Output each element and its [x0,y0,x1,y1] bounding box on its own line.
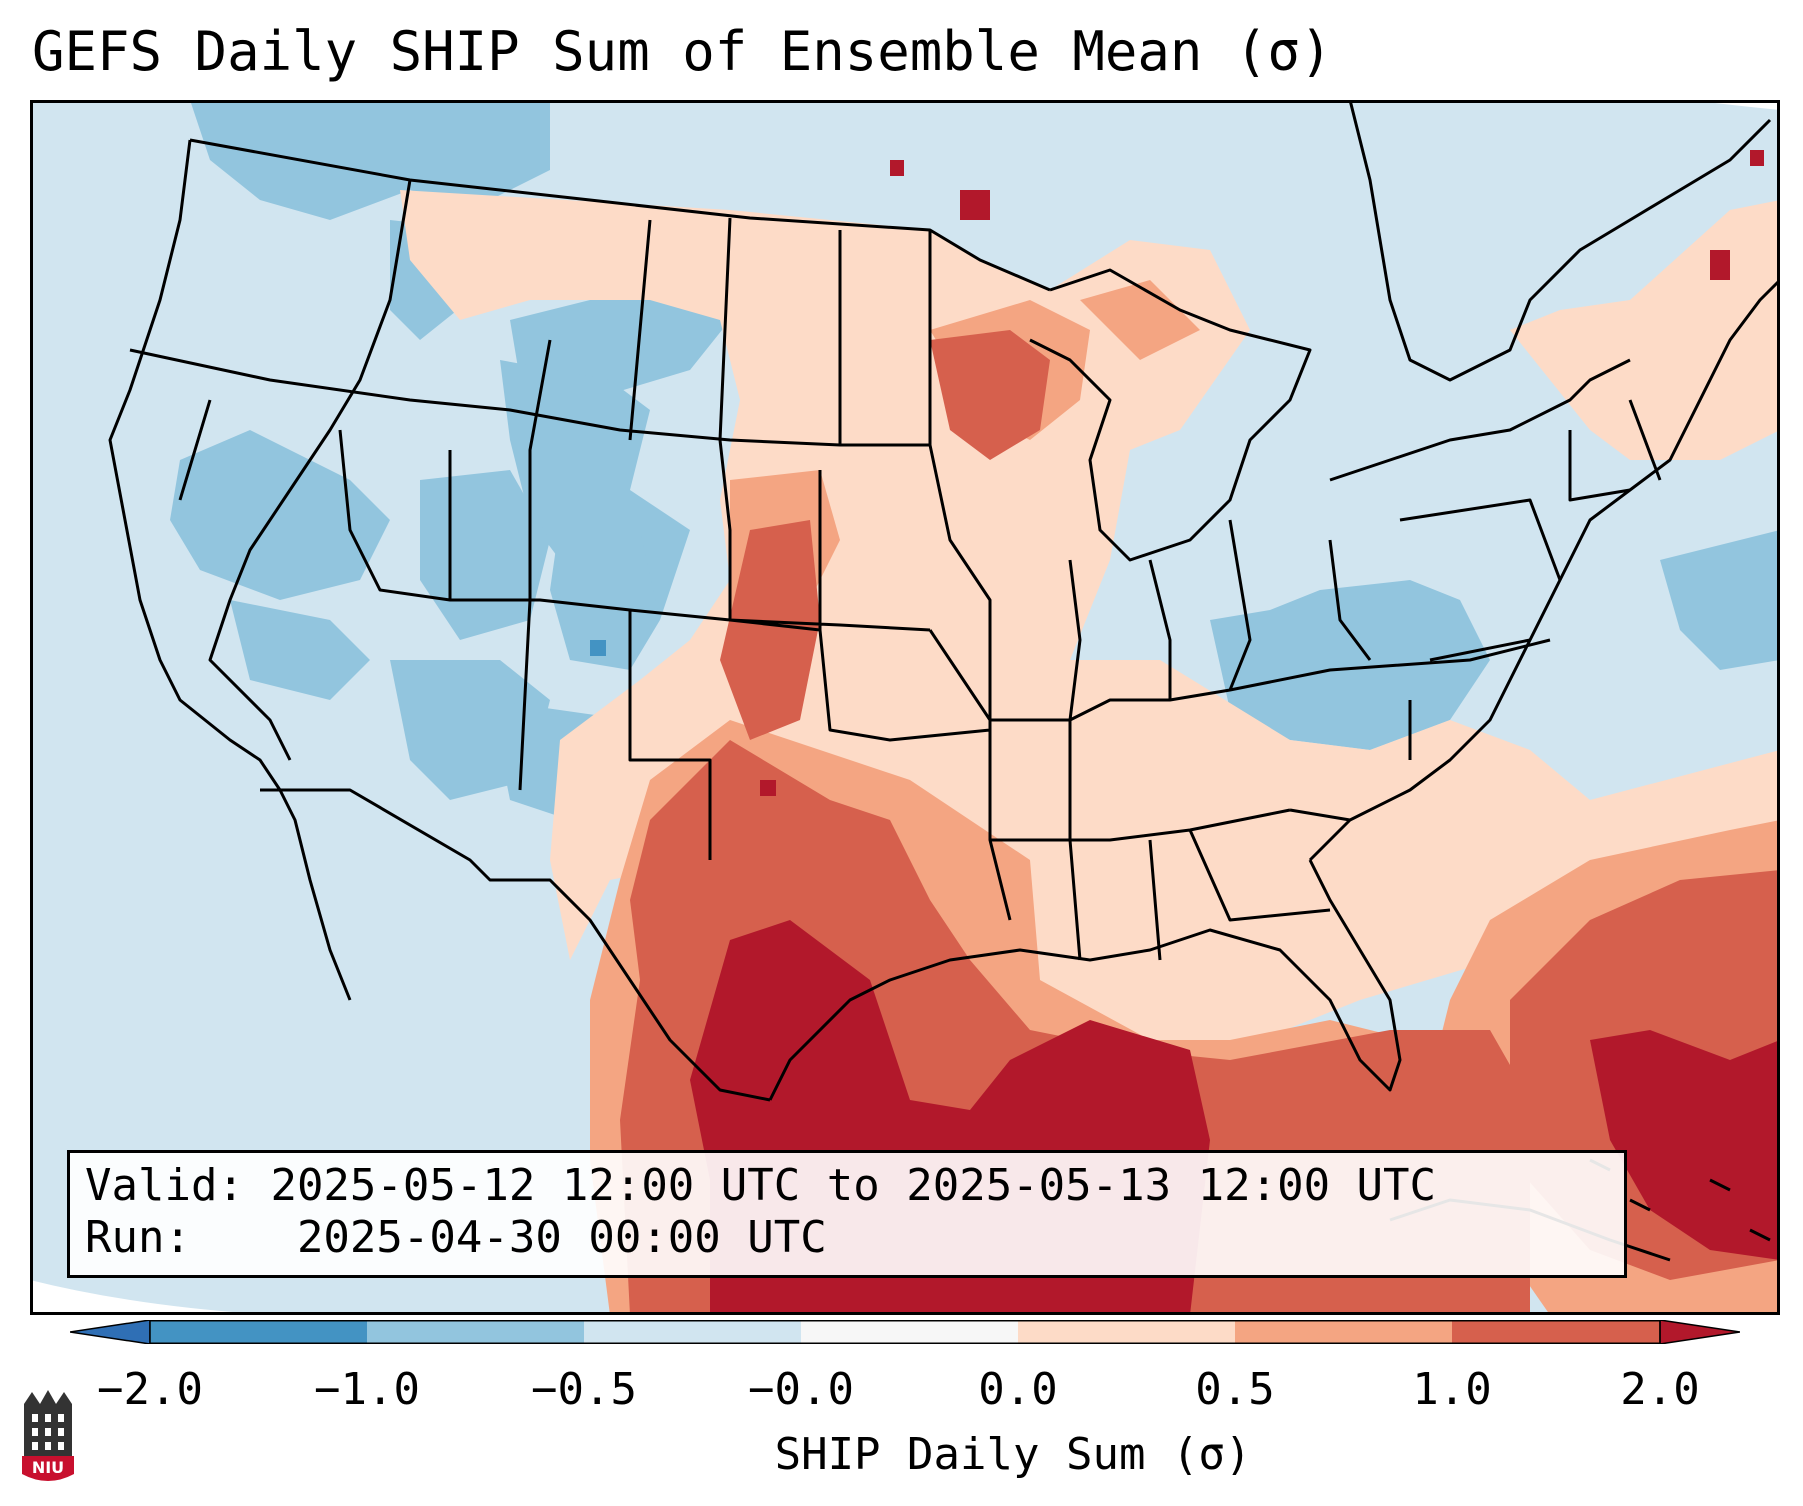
colorbar-tick-5: 0.0 [978,1364,1058,1415]
colorbar-extend-high [1659,1320,1740,1344]
projection-edge-bottom-left [30,1280,530,1315]
colorbar-tick-6: 0.5 [1195,1364,1275,1415]
colorbar-bin-neg05-0 [584,1320,801,1344]
logo-text: NIU [32,1458,64,1477]
colorbar-bin-neg1-neg05 [367,1320,584,1344]
colorbar-tick-7: 1.0 [1412,1364,1492,1415]
colorbar-bin-zero [801,1320,1018,1344]
ship-map [30,100,1780,1315]
gulf-coast [768,859,1402,1101]
valid-label: Valid: [85,1160,244,1211]
map-title: GEFS Daily SHIP Sum of Ensemble Mean (σ) [32,20,1333,83]
run-label: Run: [85,1212,191,1263]
info-box: Valid: 2025-05-12 12:00 UTC to 2025-05-1… [67,1150,1627,1278]
run-value: 2025-04-30 00:00 UTC [296,1212,827,1263]
colorbar-frame [149,1320,1661,1344]
colorbar-extend-low [70,1320,151,1344]
negative-anomaly-regions [170,100,1780,820]
colorbar-tick-4: −0.0 [748,1364,854,1415]
colorbar-label: SHIP Daily Sum (σ) [774,1429,1252,1480]
colorbar-bin-neg2-neg1 [150,1320,367,1344]
great-lakes [1029,268,1312,562]
canadian-coast [1348,100,1772,382]
mexico-border [260,788,771,1102]
geographic-boundaries [108,100,1780,1262]
valid-value: 2025-05-12 12:00 UTC to 2025-05-13 12:00… [270,1160,1437,1211]
colorbar [70,1320,1740,1344]
niu-logo-icon: NIU [22,1390,74,1481]
colorbar-tick-3: −0.5 [531,1364,637,1415]
west-coast [108,139,352,1001]
state-borders [129,179,1662,961]
colorbar-bin-0-05 [1018,1320,1235,1344]
valid-line: Valid: 2025-05-12 12:00 UTC to 2025-05-1… [85,1161,1436,1211]
map-frame [30,100,1780,1315]
colorbar-tick-8: 2.0 [1620,1364,1700,1415]
colorbar-tick-1: −2.0 [97,1364,203,1415]
run-line: Run: 2025-04-30 00:00 UTC [85,1213,827,1263]
colorbar-bin-1-2 [1452,1320,1660,1344]
colorbar-bin-05-1 [1235,1320,1452,1344]
great-lakes-east [1329,358,1631,482]
colorbar-tick-2: −1.0 [314,1364,420,1415]
east-coast [1308,278,1780,862]
